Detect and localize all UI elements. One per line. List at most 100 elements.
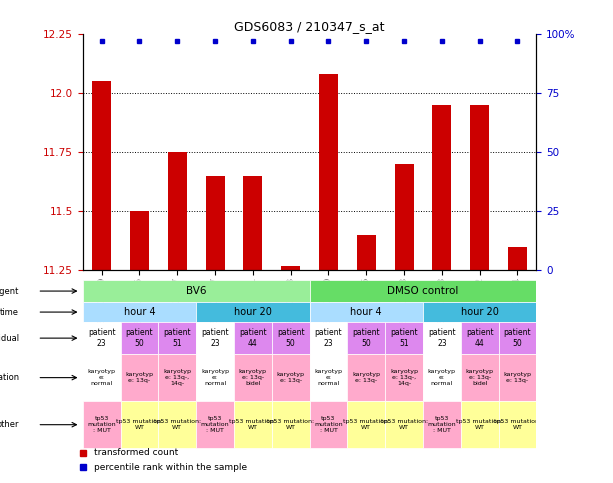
Bar bbox=[281, 266, 300, 270]
Bar bbox=[205, 176, 224, 270]
Bar bbox=[196, 354, 234, 401]
Text: genotype/variation: genotype/variation bbox=[0, 373, 19, 382]
Bar bbox=[158, 322, 196, 354]
Text: tp53 mutation:
WT: tp53 mutation: WT bbox=[154, 419, 201, 430]
Text: karyotyp
e: 13q-
bidel: karyotyp e: 13q- bidel bbox=[239, 369, 267, 386]
Text: karyotyp
e:
normal: karyotyp e: normal bbox=[201, 369, 229, 386]
Bar bbox=[423, 354, 461, 401]
Text: time: time bbox=[0, 308, 19, 316]
Bar bbox=[348, 354, 385, 401]
Bar bbox=[272, 322, 310, 354]
Bar bbox=[234, 354, 272, 401]
Bar bbox=[385, 354, 423, 401]
Text: tp53 mutation:
WT: tp53 mutation: WT bbox=[267, 419, 314, 430]
Bar bbox=[461, 322, 498, 354]
Bar bbox=[130, 212, 149, 270]
Text: tp53 mutation:
WT: tp53 mutation: WT bbox=[456, 419, 503, 430]
Bar bbox=[196, 322, 234, 354]
Text: patient
23: patient 23 bbox=[428, 328, 455, 348]
Bar bbox=[310, 354, 348, 401]
Bar bbox=[272, 401, 310, 448]
Text: patient
50: patient 50 bbox=[504, 328, 531, 348]
Bar bbox=[423, 401, 461, 448]
Text: patient
23: patient 23 bbox=[314, 328, 342, 348]
Bar bbox=[310, 280, 536, 302]
Bar bbox=[498, 354, 536, 401]
Text: hour 4: hour 4 bbox=[351, 307, 382, 317]
Bar bbox=[158, 401, 196, 448]
Bar bbox=[432, 105, 451, 270]
Bar bbox=[508, 247, 527, 270]
Bar bbox=[158, 354, 196, 401]
Text: hour 4: hour 4 bbox=[124, 307, 155, 317]
Bar bbox=[272, 354, 310, 401]
Bar bbox=[385, 322, 423, 354]
Bar bbox=[310, 302, 423, 322]
Bar bbox=[121, 322, 158, 354]
Bar bbox=[348, 401, 385, 448]
Text: patient
50: patient 50 bbox=[352, 328, 380, 348]
Bar bbox=[319, 74, 338, 270]
Bar bbox=[385, 401, 423, 448]
Bar bbox=[310, 401, 348, 448]
Text: karyotyp
e: 13q-: karyotyp e: 13q- bbox=[126, 372, 153, 383]
Text: patient
51: patient 51 bbox=[164, 328, 191, 348]
Text: karyotyp
e:
normal: karyotyp e: normal bbox=[428, 369, 456, 386]
Text: tp53 mutation:
WT: tp53 mutation: WT bbox=[381, 419, 428, 430]
Text: DMSO control: DMSO control bbox=[387, 286, 459, 296]
Bar bbox=[470, 105, 489, 270]
Text: patient
51: patient 51 bbox=[390, 328, 418, 348]
Bar bbox=[423, 322, 461, 354]
Text: karyotyp
e:
normal: karyotyp e: normal bbox=[314, 369, 343, 386]
Bar bbox=[461, 401, 498, 448]
Bar bbox=[498, 401, 536, 448]
Bar bbox=[92, 81, 111, 270]
Bar bbox=[461, 354, 498, 401]
Text: transformed count: transformed count bbox=[94, 448, 178, 457]
Bar bbox=[83, 322, 121, 354]
Text: tp53
mutation
: MUT: tp53 mutation : MUT bbox=[200, 416, 229, 433]
Bar bbox=[196, 302, 310, 322]
Bar bbox=[83, 280, 310, 302]
Text: karyotyp
e: 13q-
bidel: karyotyp e: 13q- bidel bbox=[466, 369, 493, 386]
Text: tp53 mutation:
WT: tp53 mutation: WT bbox=[343, 419, 390, 430]
Bar bbox=[423, 302, 536, 322]
Text: patient
23: patient 23 bbox=[88, 328, 115, 348]
Bar bbox=[498, 322, 536, 354]
Text: karyotyp
e: 13q-,
14q-: karyotyp e: 13q-, 14q- bbox=[390, 369, 418, 386]
Text: patient
50: patient 50 bbox=[277, 328, 305, 348]
Bar bbox=[196, 401, 234, 448]
Bar bbox=[83, 401, 121, 448]
Text: karyotyp
e: 13q-: karyotyp e: 13q- bbox=[352, 372, 380, 383]
Text: patient
44: patient 44 bbox=[466, 328, 493, 348]
Text: patient
50: patient 50 bbox=[126, 328, 153, 348]
Text: individual: individual bbox=[0, 334, 19, 342]
Bar bbox=[395, 164, 414, 270]
Text: other: other bbox=[0, 420, 19, 429]
Text: agent: agent bbox=[0, 286, 19, 296]
Bar bbox=[348, 322, 385, 354]
Text: tp53
mutation
: MUT: tp53 mutation : MUT bbox=[314, 416, 343, 433]
Text: patient
23: patient 23 bbox=[201, 328, 229, 348]
Bar bbox=[121, 354, 158, 401]
Bar bbox=[243, 176, 262, 270]
Text: tp53 mutation:
WT: tp53 mutation: WT bbox=[229, 419, 276, 430]
Bar bbox=[168, 152, 187, 270]
Bar bbox=[121, 401, 158, 448]
Text: BV6: BV6 bbox=[186, 286, 207, 296]
Text: karyotyp
e: 13q-: karyotyp e: 13q- bbox=[503, 372, 531, 383]
Text: tp53 mutation:
WT: tp53 mutation: WT bbox=[116, 419, 163, 430]
Bar bbox=[310, 322, 348, 354]
Text: hour 20: hour 20 bbox=[234, 307, 272, 317]
Bar bbox=[83, 354, 121, 401]
Text: hour 20: hour 20 bbox=[461, 307, 498, 317]
Bar bbox=[234, 401, 272, 448]
Bar bbox=[234, 322, 272, 354]
Text: tp53
mutation
: MUT: tp53 mutation : MUT bbox=[427, 416, 456, 433]
Text: karyotyp
e: 13q-: karyotyp e: 13q- bbox=[276, 372, 305, 383]
Bar bbox=[83, 302, 196, 322]
Bar bbox=[357, 235, 376, 270]
Text: patient
44: patient 44 bbox=[239, 328, 267, 348]
Text: tp53
mutation
: MUT: tp53 mutation : MUT bbox=[87, 416, 116, 433]
Text: karyotyp
e:
normal: karyotyp e: normal bbox=[88, 369, 116, 386]
